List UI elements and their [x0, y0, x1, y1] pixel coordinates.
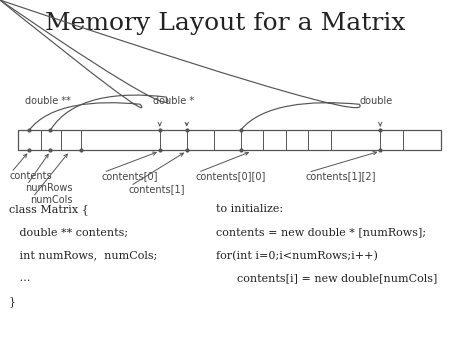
- Text: double **: double **: [25, 96, 71, 106]
- Bar: [18, 130, 441, 150]
- Text: int numRows,  numCols;: int numRows, numCols;: [9, 250, 157, 261]
- Text: contents = new double * [numRows];: contents = new double * [numRows];: [216, 227, 426, 238]
- Text: …: …: [9, 273, 31, 284]
- Text: for(int i=0;i<numRows;i++): for(int i=0;i<numRows;i++): [216, 250, 378, 261]
- Text: contents[1][2]: contents[1][2]: [306, 171, 377, 181]
- Text: contents[i] = new double[numCols]: contents[i] = new double[numCols]: [216, 273, 437, 284]
- Text: double ** contents;: double ** contents;: [9, 227, 128, 238]
- Text: to initialize:: to initialize:: [216, 204, 283, 215]
- Text: class Matrix {: class Matrix {: [9, 204, 89, 215]
- Text: double: double: [360, 96, 393, 106]
- Text: contents: contents: [9, 171, 52, 181]
- Text: contents[1]: contents[1]: [128, 184, 185, 194]
- Text: Memory Layout for a Matrix: Memory Layout for a Matrix: [45, 12, 405, 35]
- Text: contents[0][0]: contents[0][0]: [196, 171, 266, 181]
- Text: numCols: numCols: [31, 195, 73, 206]
- Text: double *: double *: [153, 96, 194, 106]
- Text: }: }: [9, 296, 16, 307]
- Text: numRows: numRows: [25, 183, 72, 193]
- Text: contents[0]: contents[0]: [101, 171, 158, 181]
